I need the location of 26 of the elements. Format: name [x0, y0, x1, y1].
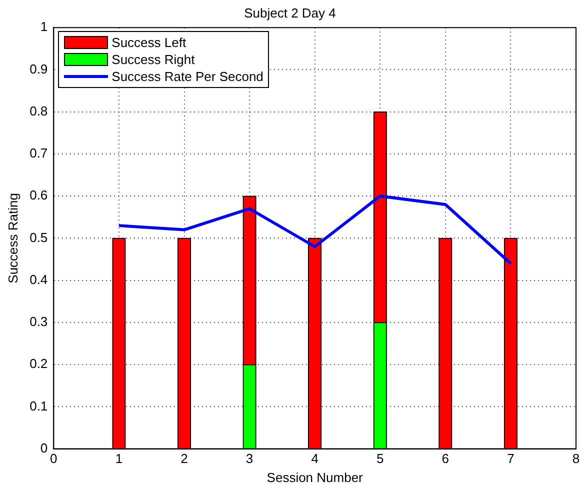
y-tick-label: 0.3 [30, 314, 48, 330]
x-tick-label: 0 [50, 451, 58, 466]
y-tick-label: 0.8 [30, 103, 48, 118]
y-axis-title: Success Rating [5, 193, 20, 284]
y-tick-label: 0.2 [30, 356, 48, 372]
legend-label: Success Rate Per Second [112, 68, 264, 84]
y-tick-label: 0.9 [30, 61, 48, 76]
x-axis-title: Session Number [266, 470, 364, 485]
y-tick-label: 0.1 [30, 398, 48, 414]
x-tick-label: 5 [376, 451, 384, 466]
legend-label: Success Left [112, 34, 186, 50]
y-tick-label: 0.5 [30, 230, 48, 245]
y-tick-label: 0.6 [30, 188, 48, 203]
x-tick-label: 1 [115, 451, 123, 466]
x-tick-label: 4 [311, 451, 318, 466]
y-tick-label: 0.7 [30, 146, 48, 161]
y-tick-label: 0 [40, 440, 48, 456]
x-tick-label: 8 [572, 451, 580, 466]
x-tick-label: 3 [246, 451, 254, 466]
legend-label: Success Right [112, 52, 195, 67]
y-tick-label: 0.4 [30, 272, 48, 287]
chart-title: Subject 2 Day 4 [244, 5, 336, 20]
y-tick-label: 1 [40, 19, 48, 34]
x-tick-label: 2 [180, 451, 188, 466]
x-tick-label: 6 [442, 451, 450, 466]
x-tick-label: 7 [507, 451, 514, 466]
